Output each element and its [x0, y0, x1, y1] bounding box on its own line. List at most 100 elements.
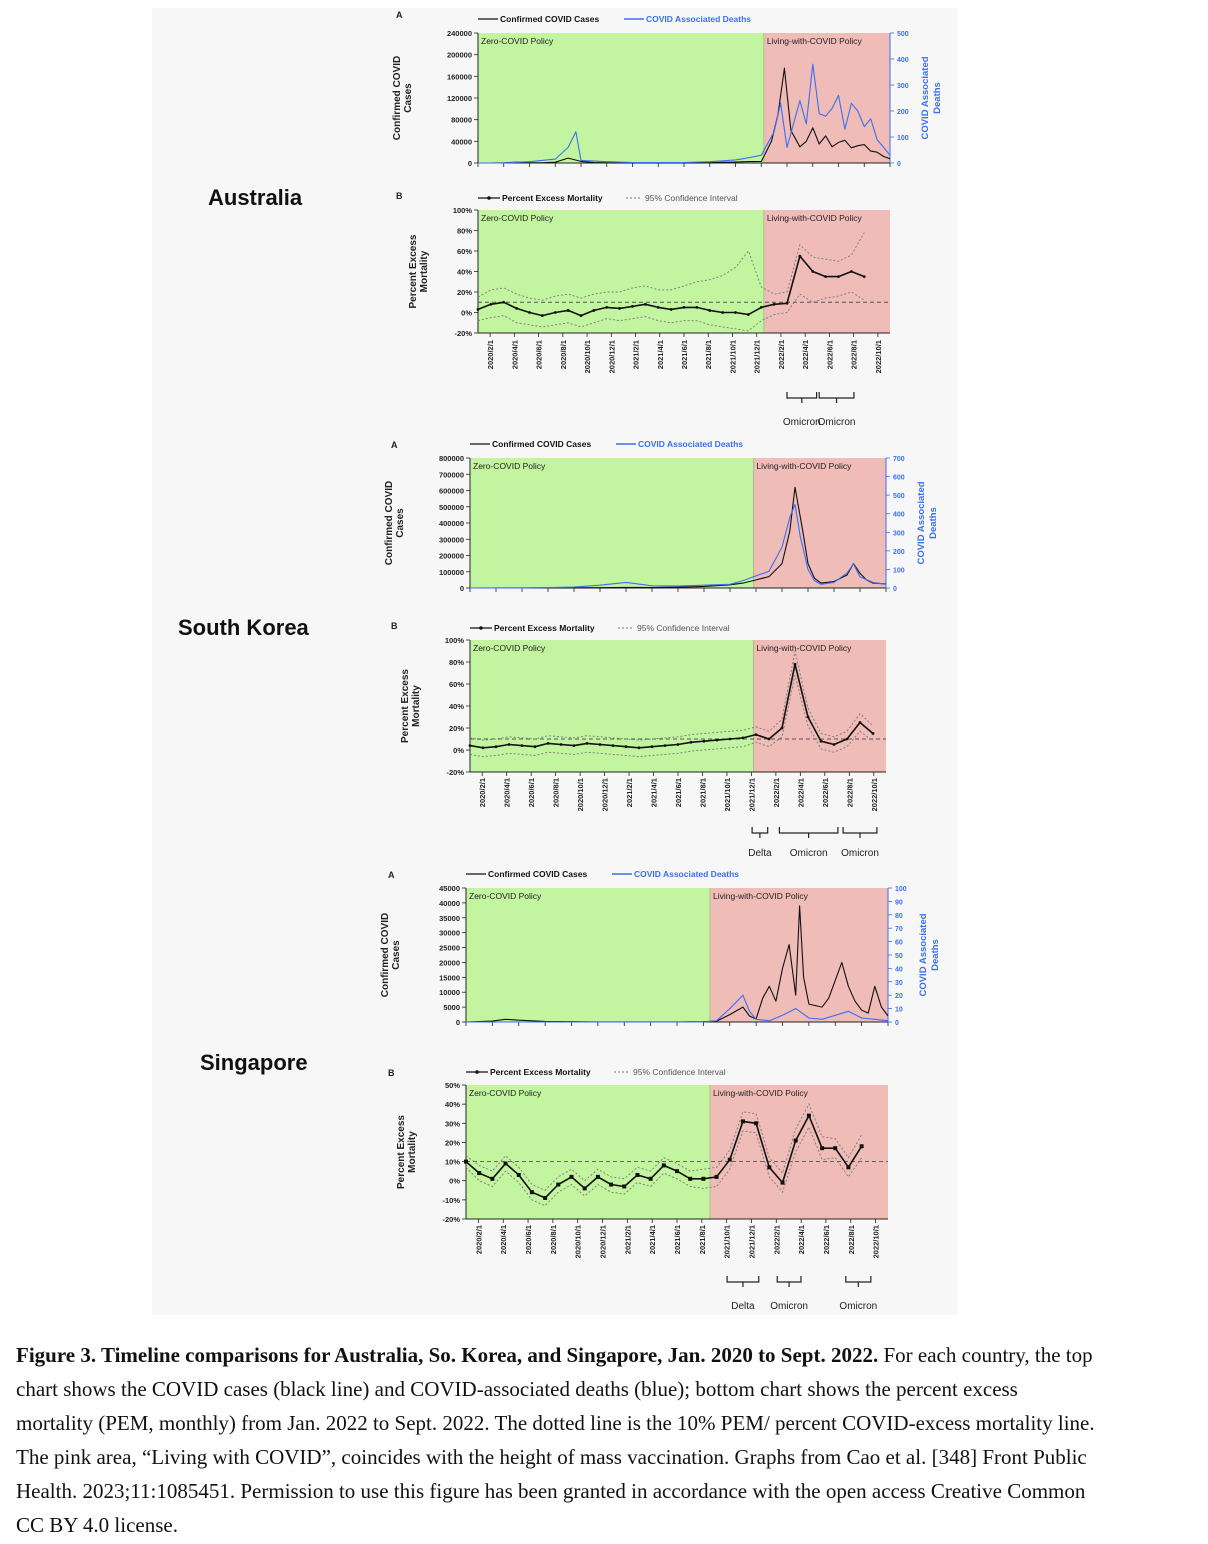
pem-point — [656, 305, 660, 309]
y2-tick-label: 20 — [895, 993, 903, 1000]
y-tick-label: 200000 — [439, 552, 464, 561]
pem-point — [635, 1172, 640, 1177]
legend-deaths-label: COVID Associated Deaths — [634, 869, 739, 879]
panel-kr-a: A Zero-COVID Policy Living-with-COVID Poli… — [384, 439, 939, 593]
x-tick-label: 2021/6/1 — [680, 340, 689, 369]
variant-label: Omicron — [783, 417, 821, 428]
y-axis-label: Confirmed COVID — [392, 56, 403, 140]
policy-label-zero: Zero-COVID Policy — [469, 891, 542, 901]
pem-point — [543, 1195, 548, 1200]
y-tick-label: 50% — [445, 1081, 460, 1090]
y-tick-label: 30000 — [439, 929, 460, 938]
x-tick-label: 2022/2/1 — [772, 778, 781, 807]
panel-sg-a: A Zero-COVID Policy Living-with-COVID Poli… — [380, 869, 941, 1027]
y2-tick-label: 200 — [893, 549, 905, 556]
pem-point — [481, 746, 485, 750]
pem-point — [648, 1176, 653, 1181]
y-axis-label: Percent Excess — [400, 669, 411, 743]
pem-point — [502, 300, 506, 304]
caption-body: For each country, the top chart shows th… — [16, 1343, 1095, 1537]
y-tick-label: 35000 — [439, 914, 460, 923]
ci-upper-line — [465, 1103, 862, 1191]
x-tick-label: 2020/10/1 — [576, 778, 585, 811]
x-tick-label: 2022/8/1 — [850, 340, 859, 369]
zero-covid-area — [466, 888, 710, 1022]
pem-point — [871, 732, 875, 735]
y-tick-label: 100000 — [439, 568, 464, 577]
pem-point — [622, 1184, 627, 1189]
pem-point — [663, 744, 667, 747]
y-axis-label: Mortality — [419, 250, 430, 292]
variant-label: Omicron — [818, 417, 856, 428]
pem-point — [741, 736, 745, 740]
y-tick-label: 120000 — [447, 94, 472, 103]
x-tick-label: 2020/6/1 — [524, 1225, 533, 1254]
x-tick-label: 2022/6/1 — [825, 340, 834, 369]
y-tick-label: 0 — [460, 584, 464, 593]
pem-point — [611, 744, 615, 747]
legend-ci-label: 95% Confidence Interval — [637, 623, 730, 633]
y-tick-label: -10% — [442, 1196, 460, 1205]
x-tick-label: 2022/8/1 — [847, 1225, 856, 1254]
y-tick-label: 0% — [453, 746, 464, 755]
zero-covid-area — [470, 640, 754, 772]
pem-point — [631, 304, 634, 308]
legend-pem-marker — [487, 196, 491, 200]
y-tick-label: 30% — [445, 1119, 460, 1128]
pem-point — [585, 742, 589, 745]
ci-lower-line — [469, 675, 874, 758]
y2-axis-label: Deaths — [928, 507, 939, 539]
x-tick-label: 2021/4/1 — [656, 340, 665, 369]
y-tick-label: 15000 — [439, 973, 460, 982]
y2-tick-label: 60 — [895, 940, 903, 947]
pem-point — [793, 662, 797, 666]
pem-point — [862, 275, 866, 279]
x-tick-label: 2021/6/1 — [673, 1225, 682, 1254]
y2-tick-label: 30 — [895, 980, 903, 987]
legend-ci-label: 95% Confidence Interval — [645, 193, 738, 203]
panel-letter: A — [388, 870, 395, 880]
pem-point — [754, 733, 758, 736]
y-tick-label: 400000 — [439, 519, 464, 528]
x-tick-label: 2021/2/1 — [625, 778, 634, 807]
x-tick-label: 2020/8/1 — [549, 1225, 558, 1254]
pem-point — [569, 1174, 574, 1179]
y2-tick-label: 0 — [897, 161, 901, 168]
pem-point — [754, 1121, 759, 1126]
pem-point — [859, 1144, 864, 1149]
y2-tick-label: 100 — [895, 886, 907, 893]
legend-pem-label: Percent Excess Mortality — [502, 193, 603, 203]
zero-covid-area — [466, 1085, 710, 1219]
pem-point — [780, 726, 784, 730]
y-tick-label: 60% — [457, 247, 472, 256]
y-tick-label: 40% — [457, 268, 472, 277]
y-tick-label: 80% — [449, 658, 464, 667]
pem-point — [529, 1190, 534, 1195]
pem-point — [682, 305, 686, 309]
pem-point — [624, 745, 628, 749]
panel-letter: A — [396, 10, 403, 20]
deaths-series-line — [466, 994, 889, 1023]
pem-point — [727, 1157, 732, 1162]
pem-point — [695, 305, 699, 309]
policy-label-zero: Zero-COVID Policy — [481, 213, 554, 223]
y-tick-label: 700000 — [439, 470, 464, 479]
panel-sg-b: B Zero-COVID Policy Living-with-COVID Poli… — [388, 1067, 888, 1312]
pem-point — [515, 307, 519, 310]
y-tick-label: 600000 — [439, 487, 464, 496]
variant-bracket — [842, 827, 878, 838]
pem-point — [507, 743, 511, 746]
y2-axis-label: Deaths — [930, 939, 941, 971]
y2-axis-label: Deaths — [932, 82, 943, 114]
pem-point — [728, 737, 732, 741]
y-tick-label: 160000 — [447, 72, 472, 81]
y2-tick-label: 40 — [895, 966, 903, 973]
pem-point — [846, 1165, 851, 1170]
policy-label-living: Living-with-COVID Policy — [713, 1088, 809, 1098]
y-tick-label: 20% — [457, 288, 472, 297]
y2-tick-label: 300 — [897, 83, 909, 90]
y-axis-label: Percent Excess — [408, 234, 419, 308]
ci-lower-line — [477, 291, 865, 332]
pem-point — [661, 1163, 666, 1168]
figure-charts: A Zero-COVID Policy Living-with-COVID Poli… — [380, 10, 943, 1312]
